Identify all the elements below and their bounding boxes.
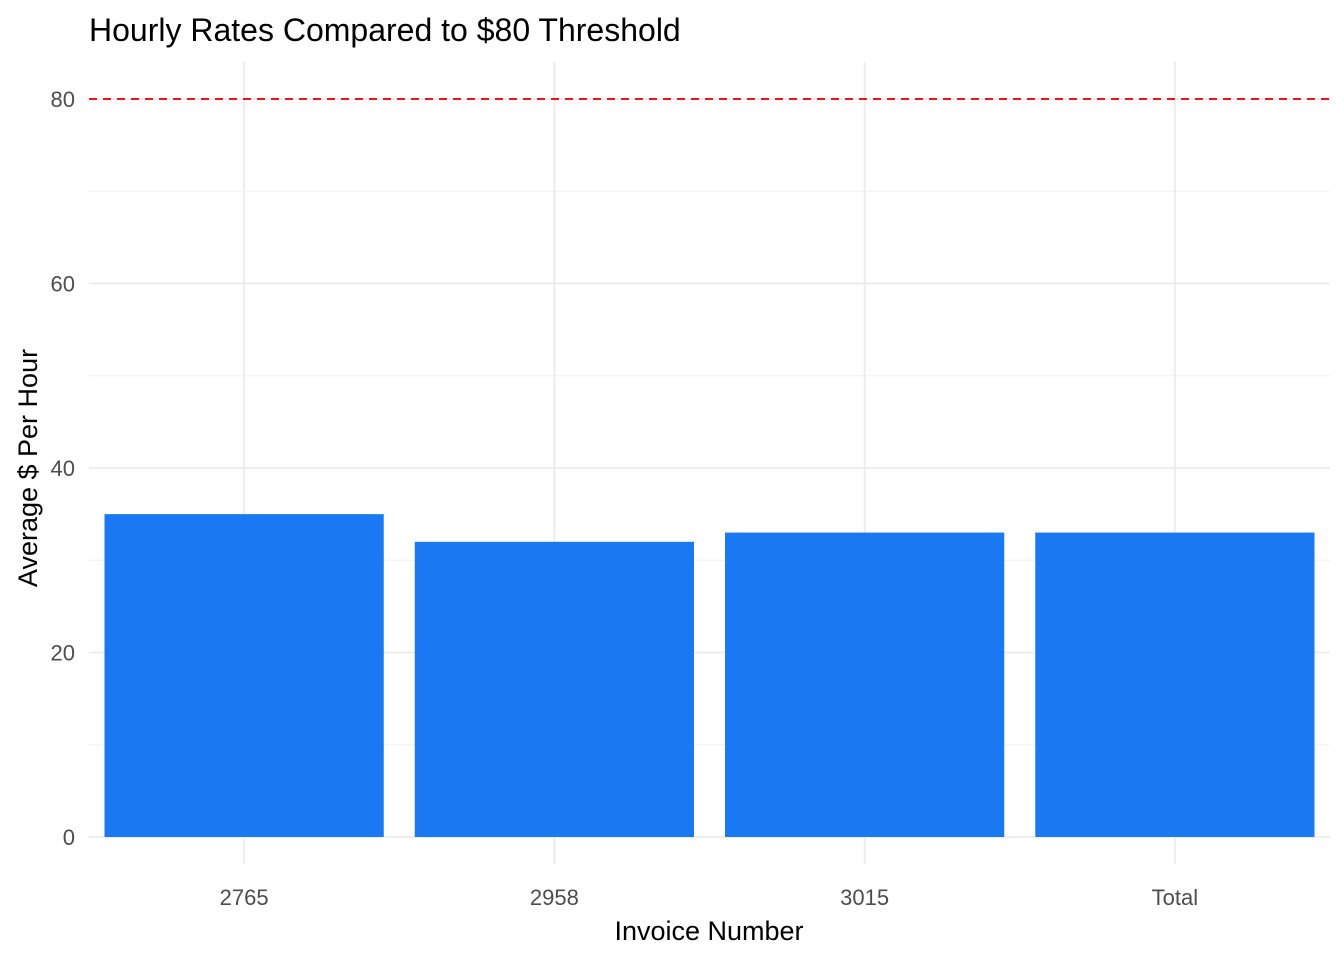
y-tick-label: 80 [51, 87, 75, 112]
bar-total [1035, 532, 1315, 837]
bar-2958 [414, 541, 694, 837]
y-tick-label: 0 [63, 825, 75, 850]
x-tick-label: 2958 [530, 885, 579, 910]
bar-2765 [104, 514, 384, 837]
x-tick-label: 2765 [220, 885, 269, 910]
x-axis-tick-labels: 2765 2958 3015 Total [220, 885, 1198, 910]
y-axis-title: Average $ Per Hour [13, 349, 43, 587]
y-tick-label: 60 [51, 272, 75, 297]
y-axis-tick-labels: 0 20 40 60 80 [51, 87, 75, 850]
x-tick-label: Total [1152, 885, 1198, 910]
bars [104, 514, 1315, 837]
chart-title: Hourly Rates Compared to $80 Threshold [89, 12, 681, 48]
y-tick-label: 20 [51, 641, 75, 666]
bar-3015 [725, 532, 1005, 837]
x-tick-label: 3015 [840, 885, 889, 910]
x-axis-title: Invoice Number [614, 916, 803, 946]
y-tick-label: 40 [51, 456, 75, 481]
